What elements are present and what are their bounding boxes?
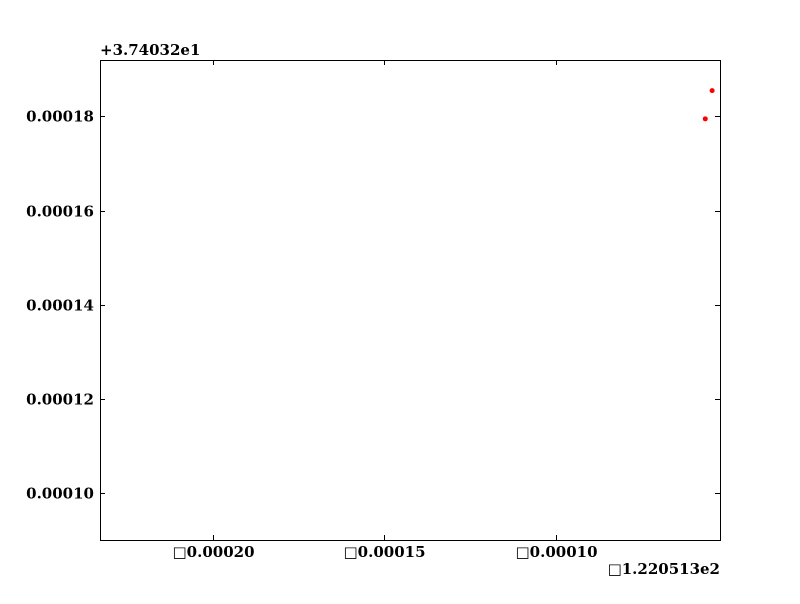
y-tick-label: 0.00010 xyxy=(26,485,94,503)
x-tick-label: □0.00015 xyxy=(343,543,425,561)
data-point xyxy=(702,116,708,122)
y-axis-ticks: 0.00010 0.00012 0.00014 0.00016 0.00018 xyxy=(26,108,720,503)
x-tick-label: □0.00020 xyxy=(172,543,254,561)
x-axis-ticks: □0.00020 □0.00015 □0.00010 xyxy=(172,60,598,561)
plot-frame xyxy=(100,60,721,541)
y-tick-label: 0.00014 xyxy=(26,297,94,315)
y-tick-label: 0.00012 xyxy=(26,391,94,409)
x-tick-label: □0.00010 xyxy=(515,543,597,561)
y-tick-label: 0.00016 xyxy=(26,203,94,221)
x-offset-label: □1.220513e2 xyxy=(608,560,720,578)
y-offset-label: +3.74032e1 xyxy=(100,41,200,59)
plot-marks xyxy=(702,88,715,122)
data-point xyxy=(709,88,715,94)
y-tick-label: 0.00018 xyxy=(26,108,94,126)
